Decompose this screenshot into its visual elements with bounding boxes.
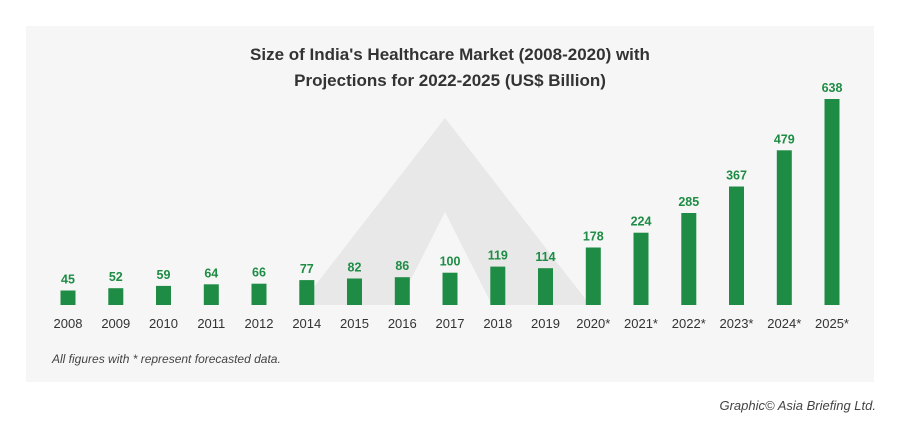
x-tick-label: 2016 — [388, 316, 417, 331]
bar-2016 — [394, 277, 410, 305]
bar-2019 — [538, 268, 553, 305]
value-label: 45 — [61, 273, 75, 287]
bar-2025-forecast — [824, 99, 840, 305]
x-tick-label: 2022* — [672, 316, 706, 331]
x-tick-label: 2011 — [197, 316, 225, 331]
value-label: 66 — [252, 266, 266, 280]
value-label-group: 45 52 59 64 66 77 82 86 100 119 114 178 224 285 367 479… — [61, 81, 842, 287]
x-tick-label: 2023* — [720, 316, 754, 331]
bar-2021-forecast — [633, 232, 649, 305]
bar-2010 — [156, 285, 171, 305]
value-label: 178 — [583, 230, 604, 244]
value-label: 52 — [109, 270, 123, 284]
x-tick-label: 2019 — [531, 316, 560, 331]
bar-2011 — [203, 284, 219, 305]
x-tick-label: 2017 — [436, 316, 465, 331]
bar-2008 — [60, 290, 76, 305]
value-label: 59 — [157, 268, 171, 282]
x-tick-label: 2012 — [245, 316, 274, 331]
bar-2020-forecast — [585, 247, 601, 305]
value-label: 479 — [774, 132, 795, 146]
value-label: 367 — [726, 169, 747, 183]
x-tick-label: 2008 — [54, 316, 83, 331]
x-tick-label: 2009 — [101, 316, 130, 331]
chart-title-line-1: Size of India's Healthcare Market (2008-… — [250, 45, 650, 64]
credit: Graphic© Asia Briefing Ltd. — [719, 398, 876, 413]
x-tick-label: 2021* — [624, 316, 658, 331]
watermark-logo — [300, 118, 590, 305]
value-label: 100 — [440, 255, 461, 269]
chart-title: Size of India's Healthcare Market (2008-… — [0, 42, 900, 94]
bar-2023-forecast — [729, 186, 744, 305]
x-tick-label: 2020* — [576, 316, 610, 331]
bar-2014 — [299, 280, 315, 305]
value-label: 86 — [395, 259, 409, 273]
bar-2018 — [490, 266, 506, 305]
value-label: 285 — [678, 195, 699, 209]
bar-2017 — [442, 272, 458, 305]
bar-2015 — [347, 278, 362, 305]
footnote: All figures with * represent forecasted … — [52, 352, 281, 366]
value-label: 114 — [535, 250, 555, 264]
value-label: 77 — [300, 262, 314, 276]
value-label: 224 — [631, 215, 652, 229]
value-label: 82 — [348, 261, 362, 275]
x-tick-label: 2025* — [815, 316, 849, 331]
x-tick-label-group: 2008 2009 2010 2011 2012 2014 2015 2016 2017 2018… — [54, 316, 849, 331]
x-tick-label: 2018 — [483, 316, 512, 331]
bar-group — [60, 99, 840, 305]
value-label: 119 — [488, 249, 508, 263]
x-tick-label: 2010 — [149, 316, 178, 331]
bar-2022-forecast — [681, 213, 697, 305]
value-label: 638 — [822, 81, 843, 95]
bar-2024-forecast — [776, 150, 792, 305]
x-tick-label: 2014 — [292, 316, 321, 331]
value-label: 64 — [204, 266, 218, 280]
bar-2009 — [108, 288, 124, 305]
x-tick-label: 2015 — [340, 316, 369, 331]
chart-title-line-2: Projections for 2022-2025 (US$ Billion) — [294, 71, 606, 90]
bar-2012 — [251, 283, 267, 305]
x-tick-label: 2024* — [767, 316, 801, 331]
